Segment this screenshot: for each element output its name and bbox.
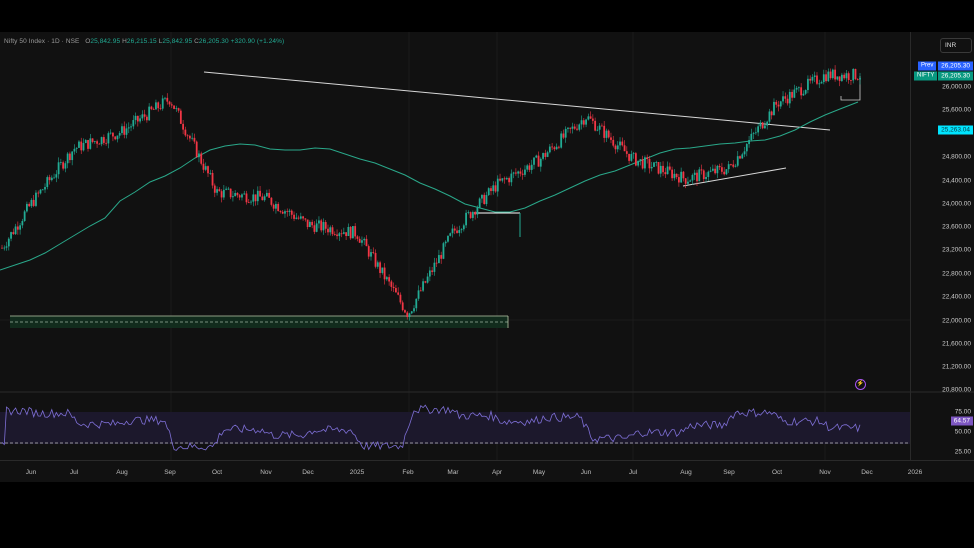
symbol-label-tag: NIFTY xyxy=(914,71,938,81)
price-axis[interactable]: 26,000.00 25,600.00 24,800.00 24,400.00 … xyxy=(910,32,974,460)
time-label: Sep xyxy=(723,469,735,476)
time-label: Dec xyxy=(302,469,314,476)
chart-legend: Nifty 50 Index · 1D · NSE O25,842.95 H26… xyxy=(4,38,285,45)
time-label: Feb xyxy=(402,469,414,476)
time-label: Aug xyxy=(116,469,128,476)
rsi-tick: 75.00 xyxy=(954,408,971,416)
price-tick: 21,200.00 xyxy=(942,363,971,371)
time-label: Oct xyxy=(211,469,223,476)
open-value: 25,842.95 xyxy=(90,38,121,45)
time-label: Jun xyxy=(580,469,592,476)
lightning-icon[interactable]: ⚡ xyxy=(855,379,866,390)
top-bar xyxy=(0,0,974,32)
price-tick: 21,600.00 xyxy=(942,340,971,348)
time-label: Dec xyxy=(861,469,873,476)
moving-average-line xyxy=(0,101,859,271)
time-label: Aug xyxy=(680,469,692,476)
rsi-value-badge: 64.57 xyxy=(950,416,973,426)
support-trendline xyxy=(682,167,787,187)
chart-container[interactable]: Nifty 50 Index · 1D · NSE O25,842.95 H26… xyxy=(0,32,974,482)
time-label: Mar xyxy=(447,469,459,476)
time-label: Jul xyxy=(69,469,79,476)
time-label: Oct xyxy=(771,469,783,476)
price-tick: 26,000.00 xyxy=(942,83,971,91)
price-tick: 25,600.00 xyxy=(942,106,971,114)
candlestick-series xyxy=(1,65,861,321)
time-axis[interactable]: Jun Jul Aug Sep Oct Nov Dec 2025 Feb Mar… xyxy=(0,460,974,483)
price-tick: 22,400.00 xyxy=(942,293,971,301)
rsi-line xyxy=(1,404,861,451)
time-label: 2026 xyxy=(907,469,923,476)
resistance-trendline xyxy=(203,71,831,131)
close-value: 26,205.30 xyxy=(198,38,229,45)
grid-lines xyxy=(0,32,910,460)
prev-label-tag: Prev xyxy=(918,61,937,71)
price-tick: 23,200.00 xyxy=(942,246,971,254)
low-value: 25,842.95 xyxy=(162,38,193,45)
rsi-band xyxy=(0,412,910,444)
change-value: +320.90 (+1.24%) xyxy=(230,38,285,45)
price-tick: 24,800.00 xyxy=(942,153,971,161)
price-tick: 24,000.00 xyxy=(942,200,971,208)
high-value: 26,215.15 xyxy=(126,38,157,45)
time-label: Sep xyxy=(164,469,176,476)
chart-canvas[interactable] xyxy=(0,32,974,482)
time-label: Nov xyxy=(260,469,272,476)
price-tick: 24,400.00 xyxy=(942,177,971,185)
support-zone xyxy=(10,316,508,328)
interval[interactable]: 1D xyxy=(51,38,60,45)
prev-close-badge: 26,205.30 xyxy=(938,61,973,71)
time-label: 2025 xyxy=(349,469,365,476)
price-tick: 23,600.00 xyxy=(942,223,971,231)
price-tick: 22,800.00 xyxy=(942,270,971,278)
price-tick: 22,000.00 xyxy=(942,317,971,325)
last-price-badge: 26,205.30 xyxy=(938,71,973,81)
price-tick: 20,800.00 xyxy=(942,386,971,394)
ma-value-badge: 25,263.04 xyxy=(938,125,973,135)
currency-selector[interactable]: INR xyxy=(940,38,972,53)
time-label: Apr xyxy=(491,469,503,476)
time-label: May xyxy=(532,469,546,476)
rsi-tick: 50.00 xyxy=(954,428,971,436)
rsi-tick: 25.00 xyxy=(954,448,971,456)
time-label: Jul xyxy=(628,469,638,476)
bottom-bar xyxy=(0,482,974,548)
time-label: Jun xyxy=(25,469,37,476)
symbol-name[interactable]: Nifty 50 Index xyxy=(4,38,46,45)
time-label: Nov xyxy=(819,469,831,476)
exchange: NSE xyxy=(65,38,80,45)
